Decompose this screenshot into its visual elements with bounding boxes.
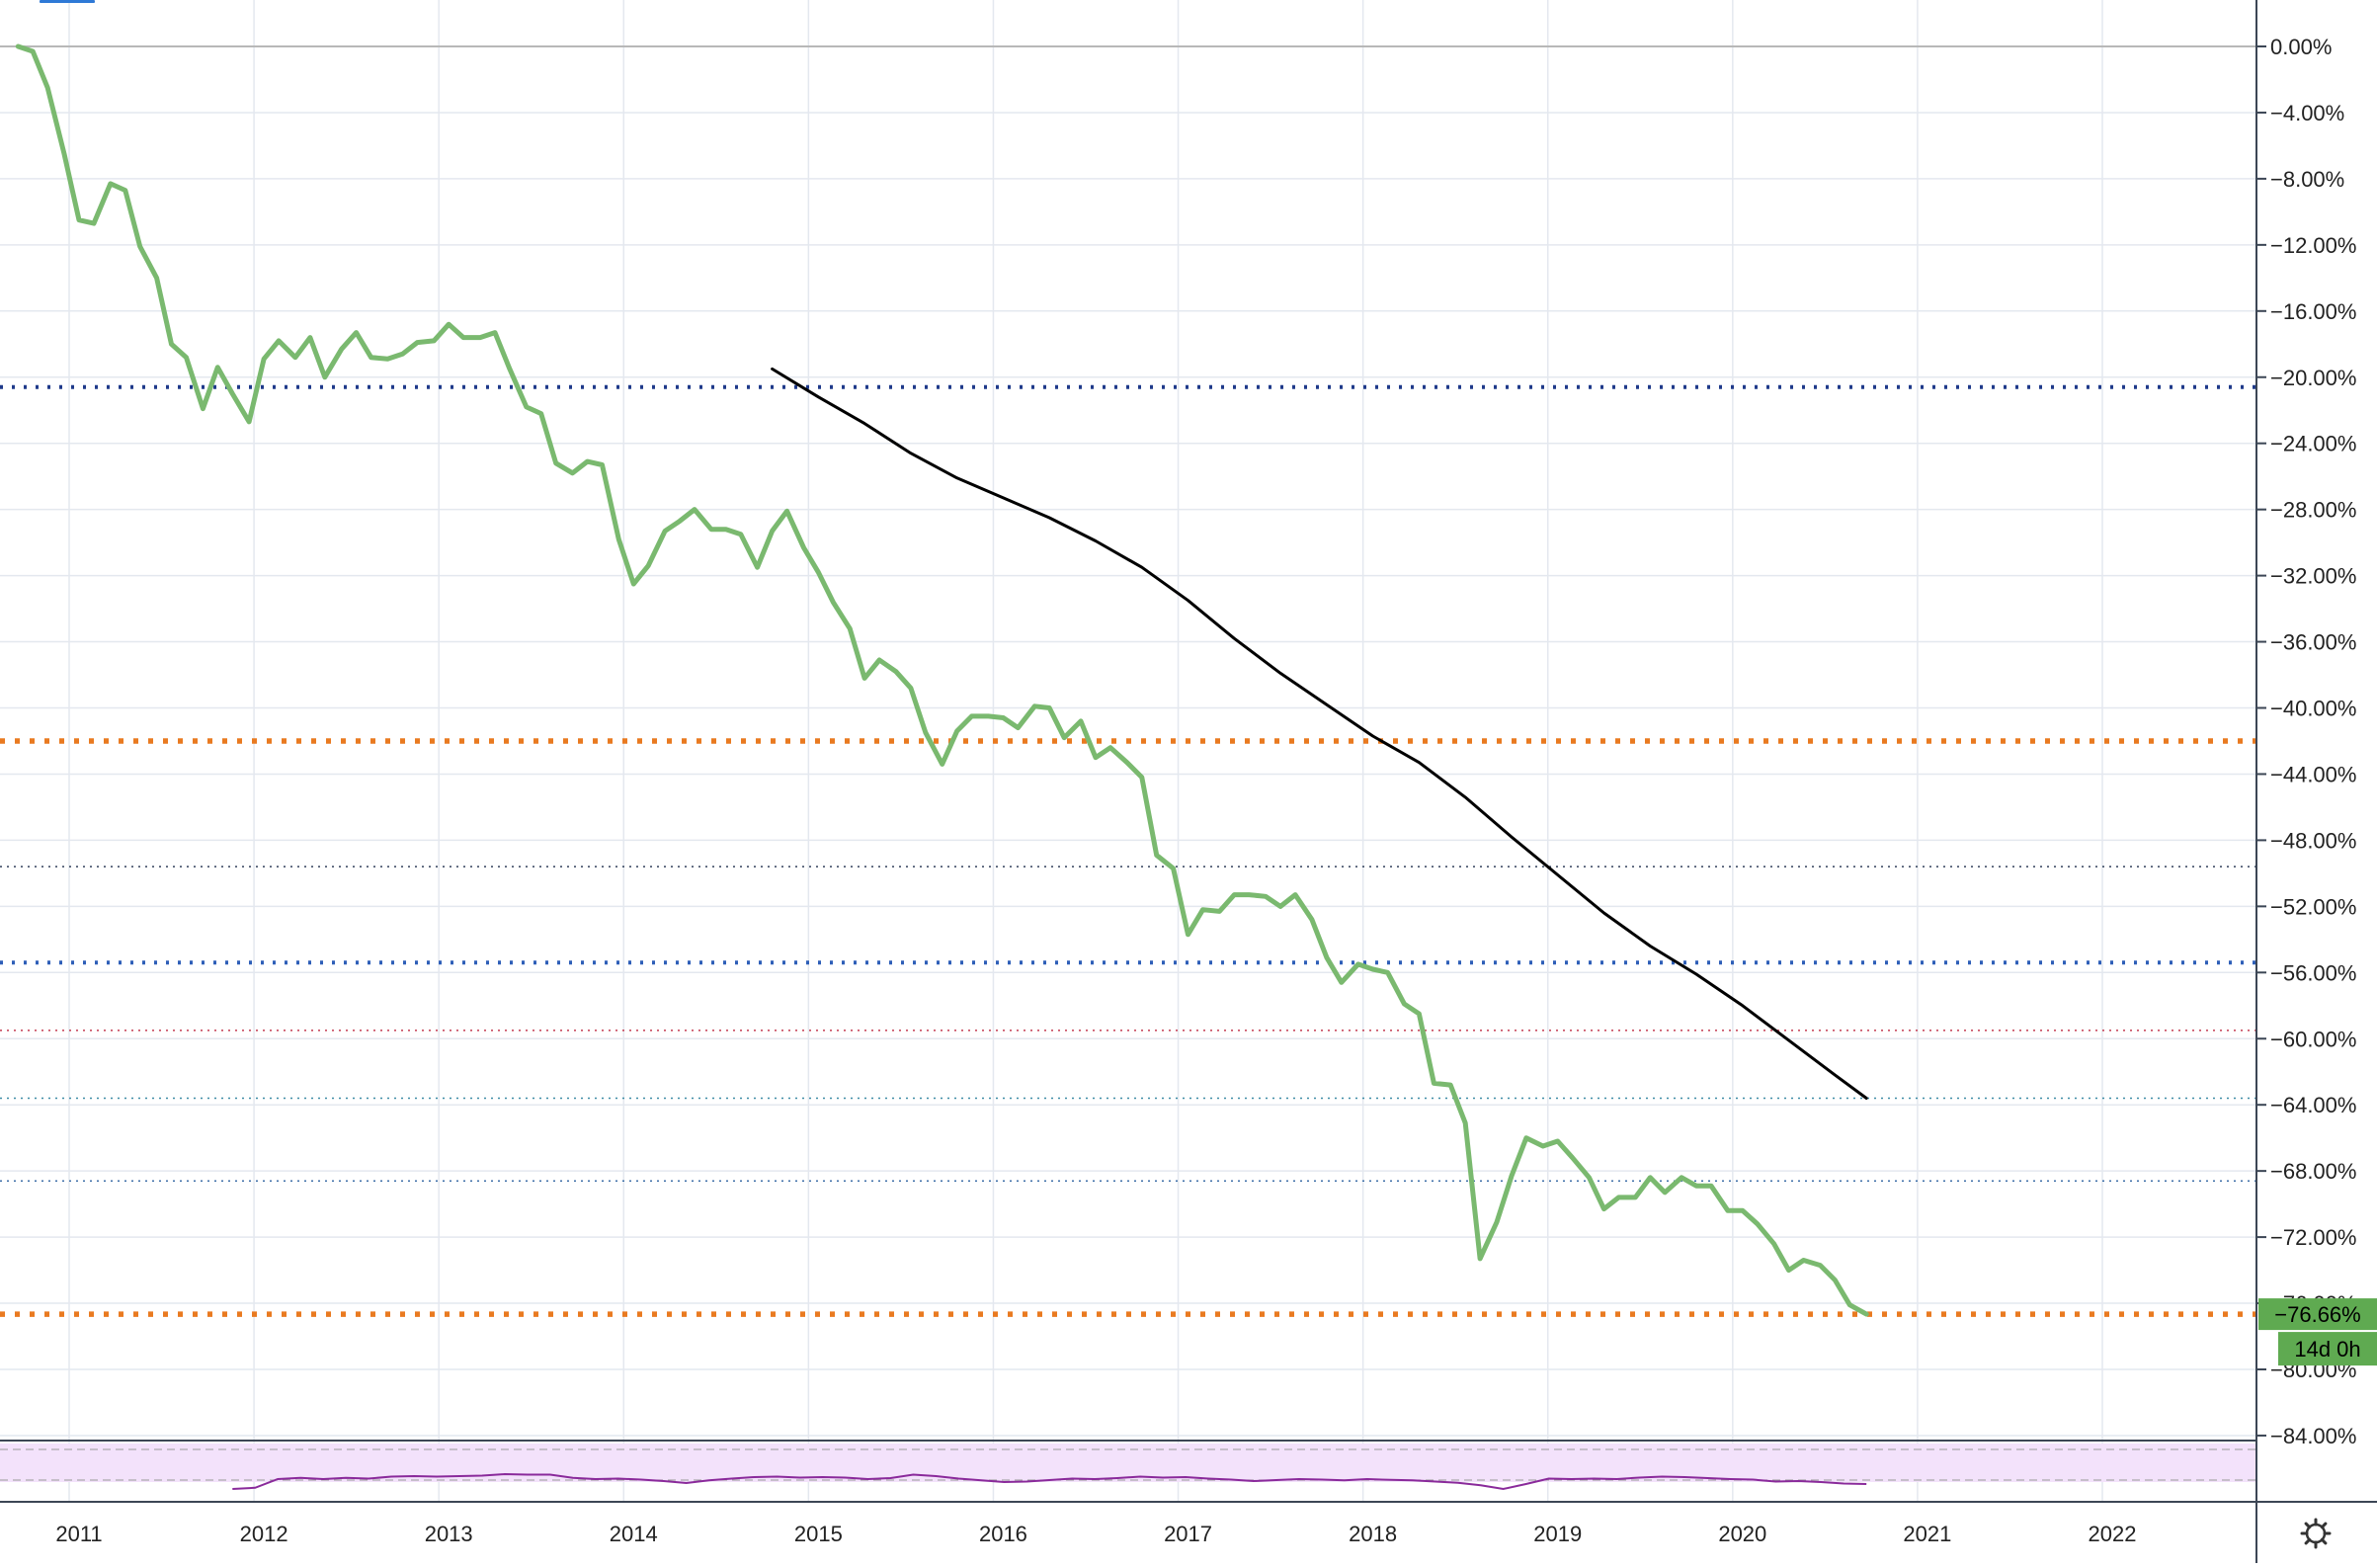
horizontal-levels xyxy=(0,384,2256,1317)
y-tick-label: −56.00% xyxy=(2270,960,2356,985)
y-tick-label: −12.00% xyxy=(2270,233,2356,258)
y-tick-label: −20.00% xyxy=(2270,366,2356,390)
y-tick-label: −4.00% xyxy=(2270,101,2344,125)
trend-line xyxy=(771,367,1868,1100)
last-value-badge xyxy=(2258,1298,2377,1331)
x-tick-label: 2012 xyxy=(240,1522,288,1546)
indicator-pane xyxy=(0,1444,2256,1491)
y-tick-label: −16.00% xyxy=(2270,299,2356,324)
y-tick-label: −72.00% xyxy=(2270,1225,2356,1250)
y-tick-label: −84.00% xyxy=(2270,1424,2356,1448)
x-tick-label: 2020 xyxy=(1718,1522,1766,1546)
y-tick-label: −32.00% xyxy=(2270,564,2356,589)
x-tick-label: 2022 xyxy=(2089,1522,2137,1546)
y-tick-label: −64.00% xyxy=(2270,1093,2356,1117)
gear-icon[interactable] xyxy=(2300,1518,2332,1549)
x-tick-label: 2016 xyxy=(979,1522,1027,1546)
x-tick-label: 2019 xyxy=(1533,1522,1582,1546)
countdown-badge xyxy=(2278,1332,2377,1366)
x-tick-label: 2014 xyxy=(610,1522,658,1546)
y-tick-label: −68.00% xyxy=(2270,1159,2356,1184)
y-tick-label: −28.00% xyxy=(2270,498,2356,523)
y-tick-label: 0.00% xyxy=(2270,35,2332,59)
x-tick-label: 2018 xyxy=(1349,1522,1397,1546)
price-axis-panel xyxy=(2256,0,2377,1502)
grid-layer xyxy=(0,0,2256,1502)
indicator-line xyxy=(232,1472,1867,1491)
y-tick-label: −24.00% xyxy=(2270,432,2356,456)
badge-layer: −76.66% 14d 0h xyxy=(2258,1298,2377,1366)
series-layer xyxy=(15,43,1869,1317)
y-tick-label: −40.00% xyxy=(2270,697,2356,721)
x-tick-label: 2017 xyxy=(1164,1522,1212,1546)
y-tick-label: −36.00% xyxy=(2270,630,2356,655)
y-tick-label: −8.00% xyxy=(2270,167,2344,192)
last-value-label: −76.66% xyxy=(2274,1302,2360,1327)
x-tick-label: 2021 xyxy=(1903,1522,1951,1546)
y-tick-label: −52.00% xyxy=(2270,894,2356,919)
y-tick-label: −48.00% xyxy=(2270,828,2356,853)
x-tick-label: 2015 xyxy=(794,1522,843,1546)
countdown-label: 14d 0h xyxy=(2294,1337,2360,1362)
x-tick-label: 2011 xyxy=(55,1522,102,1546)
price-series-line xyxy=(15,43,1869,1317)
x-tick-label: 2013 xyxy=(425,1522,473,1546)
gear-ring xyxy=(2305,1523,2327,1544)
y-tick-label: −60.00% xyxy=(2270,1027,2356,1051)
selection-marker xyxy=(40,0,95,3)
y-tick-label: −44.00% xyxy=(2270,762,2356,786)
